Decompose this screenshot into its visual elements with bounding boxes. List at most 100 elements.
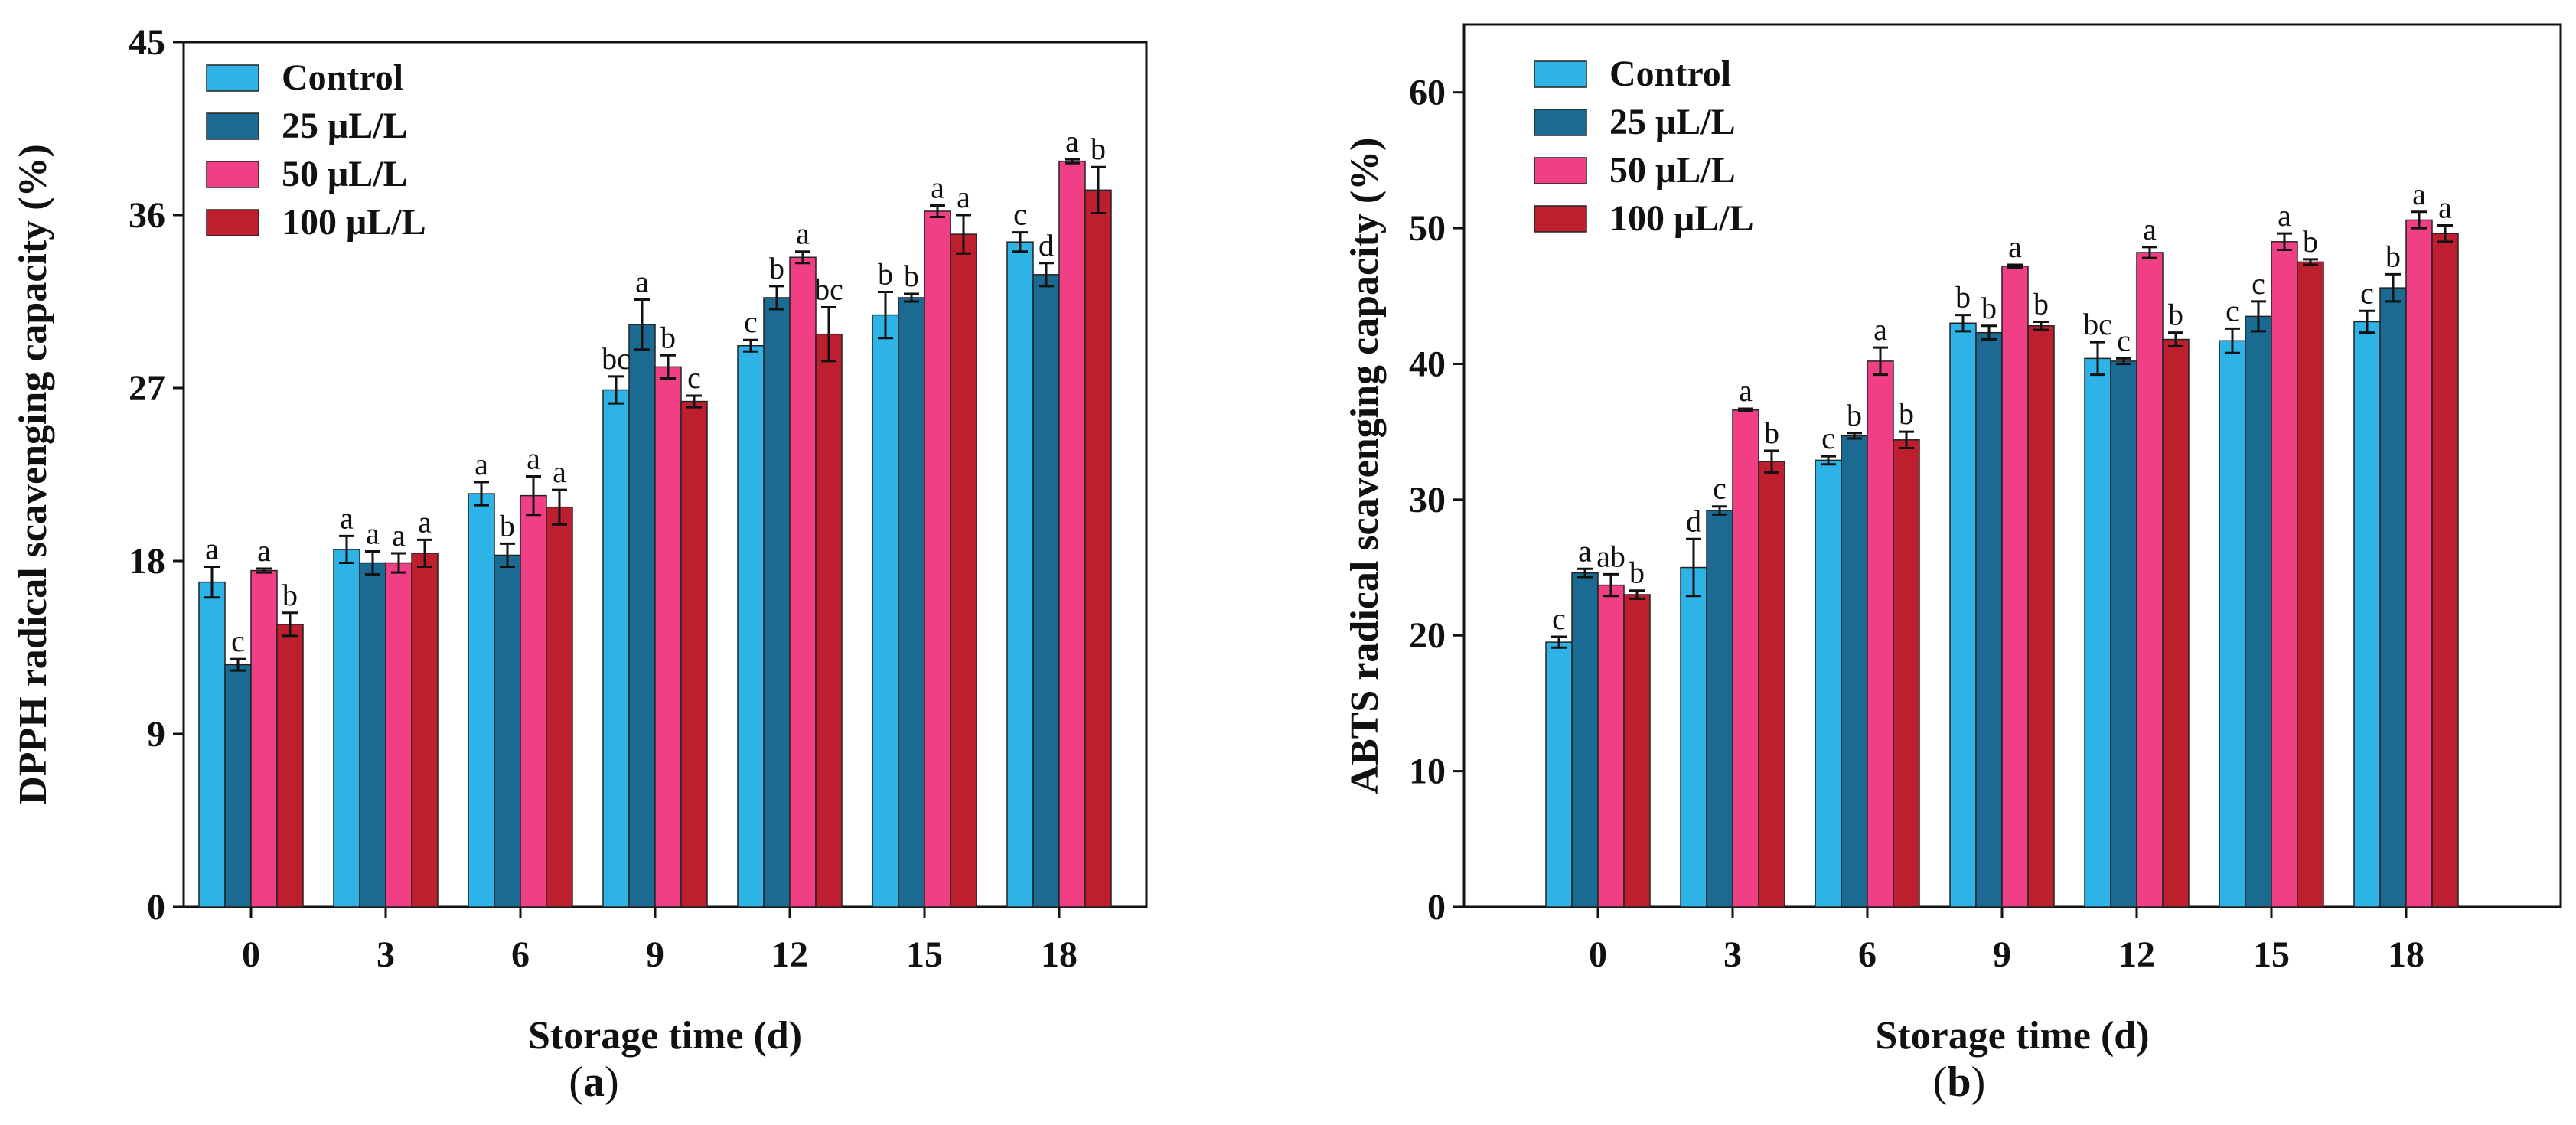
significance-label: b <box>1847 398 1862 432</box>
bar <box>2353 321 2381 908</box>
bar <box>468 493 495 908</box>
y-tick-label: 9 <box>147 714 165 755</box>
significance-label: b <box>1629 556 1645 590</box>
bar <box>2297 261 2324 908</box>
significance-label: c <box>1713 471 1727 506</box>
significance-label: b <box>500 508 515 543</box>
caption-close-paren: ) <box>605 1058 619 1106</box>
significance-label: b <box>2385 239 2401 273</box>
bar <box>1597 584 1625 908</box>
significance-label: c <box>1821 421 1835 455</box>
x-tick-label: 18 <box>2388 934 2424 975</box>
y-tick-label: 40 <box>1409 344 1446 384</box>
significance-label: b <box>2033 286 2049 321</box>
x-tick-label: 18 <box>1041 934 1078 975</box>
bar <box>680 400 708 908</box>
legend-label: 100 μL/L <box>282 202 426 243</box>
y-axis-title: DPPH radical scavenging capacity (%) <box>11 144 55 805</box>
x-tick-label: 3 <box>1723 934 1742 975</box>
x-tick-label: 0 <box>1589 934 1607 975</box>
bar <box>898 297 925 908</box>
legend-label: 25 μL/L <box>282 106 408 146</box>
legend-swatch <box>206 112 259 140</box>
bar <box>2027 325 2055 908</box>
bar <box>1758 461 1785 908</box>
bar <box>250 569 278 908</box>
significance-label: b <box>904 259 919 293</box>
y-tick-label: 0 <box>1427 887 1446 928</box>
bar <box>654 366 682 908</box>
y-tick-label: 36 <box>129 195 165 236</box>
bar <box>602 389 630 908</box>
significance-label: a <box>1873 312 1887 347</box>
legend-swatch <box>1534 109 1587 136</box>
bar <box>2001 265 2029 908</box>
bar <box>872 314 899 908</box>
significance-label: a <box>2438 191 2452 225</box>
significance-label: ab <box>1596 539 1625 573</box>
significance-label: a <box>957 180 970 214</box>
significance-label: b <box>769 251 784 285</box>
bar <box>2379 287 2407 908</box>
caption-letter: a <box>583 1058 605 1106</box>
y-tick-label: 60 <box>1409 73 1446 113</box>
significance-label: a <box>796 217 810 251</box>
x-tick-label: 12 <box>771 934 808 975</box>
bar <box>2110 360 2137 908</box>
bar <box>1706 510 1733 908</box>
significance-label: c <box>231 624 245 658</box>
significance-label: b <box>2303 224 2318 259</box>
significance-label: bc <box>814 272 843 307</box>
significance-label: a <box>553 455 566 489</box>
bar <box>950 233 977 908</box>
significance-label: d <box>1686 504 1701 538</box>
bar <box>224 664 252 908</box>
significance-label: a <box>1739 373 1753 408</box>
bar <box>359 562 386 908</box>
bar <box>815 333 843 908</box>
bar <box>198 581 226 908</box>
significance-label: b <box>1091 132 1106 166</box>
y-tick-label: 45 <box>129 22 165 63</box>
significance-label: a <box>1578 533 1592 568</box>
bar <box>1815 459 1842 908</box>
significance-label: c <box>1013 197 1027 232</box>
bar <box>1975 331 2003 908</box>
significance-label: b <box>878 256 893 291</box>
significance-label: c <box>1552 602 1566 636</box>
y-axis-title: ABTS radical scavenging capacity (%) <box>1343 138 1387 794</box>
significance-label: a <box>527 442 540 476</box>
legend-swatch <box>1534 157 1587 184</box>
x-tick-label: 15 <box>2253 934 2290 975</box>
y-tick-label: 10 <box>1409 752 1446 792</box>
significance-label: b <box>282 578 298 612</box>
legend-label: Control <box>282 57 403 98</box>
bar <box>2245 315 2272 908</box>
significance-label: a <box>366 516 380 550</box>
bar <box>2162 338 2190 908</box>
significance-label: c <box>2225 293 2239 328</box>
bar <box>1949 322 1977 908</box>
bar <box>1545 641 1573 908</box>
significance-label: a <box>257 533 271 568</box>
significance-label: b <box>1981 291 1997 325</box>
legend-swatch <box>206 209 259 236</box>
bar <box>1571 572 1599 908</box>
significance-label: c <box>687 360 701 395</box>
bar <box>789 256 817 908</box>
significance-label: a <box>2278 198 2291 233</box>
y-tick-label: 27 <box>129 368 165 409</box>
significance-label: a <box>635 264 649 298</box>
legend-label: 50 μL/L <box>1609 150 1736 191</box>
x-tick-label: 15 <box>906 934 943 975</box>
x-tick-label: 12 <box>2118 934 2155 975</box>
x-tick-label: 9 <box>646 934 664 975</box>
bar <box>1867 360 1894 908</box>
legend-label: 25 μL/L <box>1609 102 1736 142</box>
legend-swatch <box>1534 205 1587 233</box>
caption-close-paren: ) <box>1971 1058 1986 1106</box>
caption-letter: b <box>1947 1058 1971 1106</box>
significance-label: a <box>2412 177 2426 211</box>
bar <box>385 562 412 908</box>
